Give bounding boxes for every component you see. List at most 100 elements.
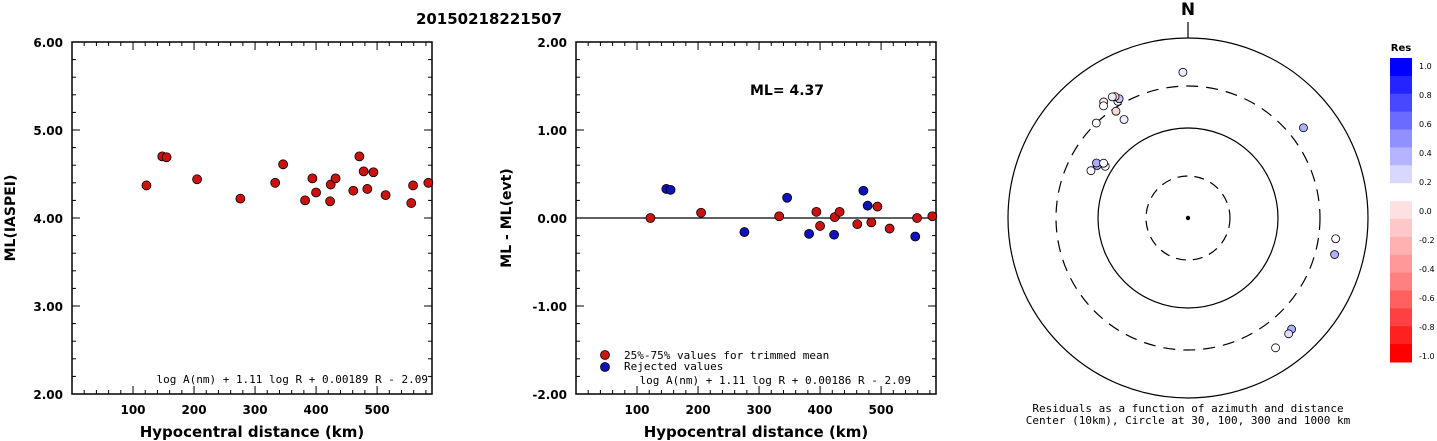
- x-tick-label: 200: [182, 403, 207, 417]
- data-point: [235, 193, 246, 204]
- colorbar-cell: [1390, 111, 1412, 131]
- data-point: [161, 152, 172, 163]
- ml-vs-distance-chart: 100 200 300 400 500 2.00 3.00 4.00 5.00 6.00 ML(I…: [3, 36, 434, 441]
- x-tick-label: 200: [686, 403, 711, 417]
- data-point: [278, 159, 289, 170]
- colorbar-cell: [1390, 326, 1412, 345]
- y-tick-label: 0.00: [537, 212, 567, 226]
- data-point: [406, 198, 417, 208]
- station-points: [1086, 67, 1341, 353]
- colorbar-title: Res: [1391, 43, 1411, 54]
- x-tick-label: 500: [869, 403, 894, 417]
- station-point: [1099, 101, 1108, 111]
- colorbar-tick-label: -0.4: [1419, 265, 1435, 274]
- x-tick-label: 400: [808, 403, 833, 417]
- plot-frame: [71, 41, 433, 395]
- y-tick-label: 2.00: [33, 388, 63, 402]
- axis-ticks: [576, 42, 936, 394]
- circle-30km: [1145, 175, 1231, 261]
- data-point: [665, 184, 676, 195]
- colorbar-cell: [1390, 165, 1412, 184]
- colorbar-cell: [1390, 290, 1412, 309]
- colorbar-tick-label: 0.0: [1419, 207, 1432, 216]
- y-axis-label: ML(IASPEI): [3, 175, 19, 262]
- data-point: [858, 185, 869, 196]
- data-point: [739, 227, 750, 237]
- station-point: [1330, 250, 1339, 259]
- station-point: [1299, 123, 1308, 133]
- y-tick-label: 1.00: [537, 124, 567, 138]
- x-axis-label: Hypocentral distance (km): [644, 423, 869, 441]
- station-point: [1178, 67, 1188, 77]
- data-point: [358, 166, 369, 177]
- data-point: [192, 174, 202, 185]
- colorbar-cell: [1390, 58, 1412, 77]
- colorbar-tick-label: -1.0: [1419, 352, 1435, 361]
- data-point: [348, 185, 359, 196]
- data-point: [804, 228, 814, 239]
- data-point: [811, 206, 822, 217]
- data-point: [852, 219, 863, 230]
- data-point: [141, 180, 152, 191]
- data-point: [311, 187, 321, 198]
- formula-label: log A(nm) + 1.11 log R + 0.00186 R - 2.0…: [639, 374, 911, 387]
- station-point: [1091, 118, 1101, 128]
- data-point: [884, 223, 895, 234]
- y-tick-label: 3.00: [33, 300, 63, 314]
- station-point: [1119, 115, 1129, 124]
- colorbar-cell: [1390, 236, 1412, 256]
- axis-ticks: [72, 42, 432, 394]
- colorbar-tick-label: 0.8: [1419, 91, 1432, 100]
- colorbar-tick-label: 0.2: [1419, 178, 1432, 187]
- legend-label-trimmed: 25%-75% values for trimmed mean: [624, 349, 829, 362]
- y-tick-label: -1.00: [532, 300, 567, 314]
- colorbar-cell: [1390, 147, 1412, 166]
- north-label: N: [1181, 0, 1195, 20]
- x-tick-label: 300: [747, 403, 772, 417]
- data-point: [927, 211, 938, 222]
- station-point: [1086, 166, 1096, 176]
- colorbar-cell: [1390, 129, 1412, 148]
- station-point: [1331, 234, 1341, 244]
- data-point: [354, 151, 365, 162]
- data-point: [774, 211, 785, 222]
- x-tick-label: 100: [120, 403, 145, 417]
- y-tick-label: 4.00: [33, 212, 63, 226]
- station-point: [1271, 343, 1280, 353]
- data-point: [910, 231, 921, 242]
- data-point: [368, 167, 379, 178]
- data-point: [645, 213, 656, 223]
- data-points: [141, 151, 434, 208]
- data-point: [380, 190, 391, 201]
- circle-300km: [1055, 85, 1321, 351]
- station-point: [1284, 329, 1294, 339]
- data-point: [408, 180, 418, 191]
- data-point: [300, 195, 310, 206]
- data-points: [645, 184, 938, 242]
- center-point: [1185, 215, 1191, 221]
- x-tick-label: 500: [365, 403, 390, 417]
- station-point: [1107, 92, 1117, 102]
- colorbar-tick-label: 0.4: [1419, 149, 1432, 158]
- colorbar-tick-labels: 1.0 0.8 0.6 0.4 0.2 0.0 -0.2 -0.4 -0.6 -0.8 -1.0: [1419, 62, 1435, 361]
- data-point: [270, 177, 281, 188]
- colorbar-tick-label: 1.0: [1419, 62, 1432, 71]
- y-axis-label: ML - ML(evt): [499, 168, 515, 267]
- data-point: [834, 206, 845, 217]
- data-point: [330, 173, 341, 184]
- colorbar-tick-label: -0.6: [1419, 294, 1435, 303]
- data-point: [782, 192, 793, 203]
- colorbar-tick-label: 0.6: [1419, 120, 1432, 129]
- data-point: [912, 213, 922, 223]
- colorbar-cell: [1390, 75, 1412, 95]
- residual-vs-distance-chart: 100 200 300 400 500 -2.00 -1.00 0.00 1.00 2.00 ML…: [499, 36, 938, 441]
- x-tick-label: 300: [243, 403, 268, 417]
- y-tick-label: 2.00: [537, 36, 567, 50]
- station-point: [1111, 106, 1121, 116]
- data-point: [862, 200, 873, 211]
- figure-title: 20150218221507: [416, 10, 562, 28]
- residual-polar-chart: N Residuals as a function of azimuth and…: [1007, 0, 1369, 427]
- colorbar-cell: [1390, 272, 1412, 291]
- y-tick-label: 6.00: [33, 36, 63, 50]
